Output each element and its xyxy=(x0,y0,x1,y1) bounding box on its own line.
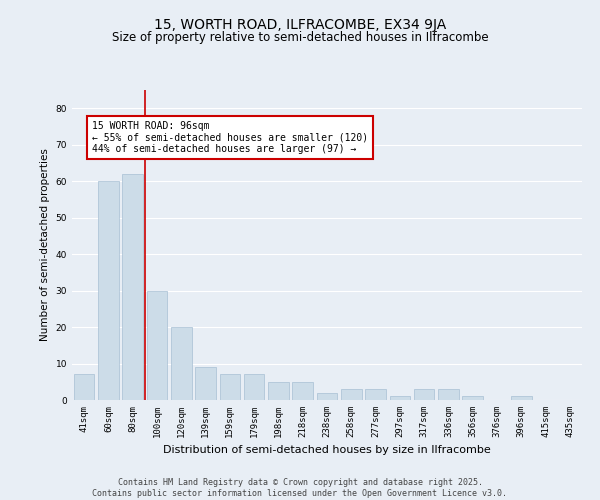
Text: Contains HM Land Registry data © Crown copyright and database right 2025.
Contai: Contains HM Land Registry data © Crown c… xyxy=(92,478,508,498)
Bar xyxy=(146,290,167,400)
Bar xyxy=(341,389,362,400)
Bar xyxy=(438,389,459,400)
Bar xyxy=(414,389,434,400)
Bar xyxy=(317,392,337,400)
Bar xyxy=(292,382,313,400)
Bar xyxy=(511,396,532,400)
Bar xyxy=(463,396,483,400)
Bar xyxy=(220,374,240,400)
Text: 15, WORTH ROAD, ILFRACOMBE, EX34 9JA: 15, WORTH ROAD, ILFRACOMBE, EX34 9JA xyxy=(154,18,446,32)
Bar xyxy=(122,174,143,400)
Bar xyxy=(244,374,265,400)
Bar xyxy=(98,181,119,400)
Bar xyxy=(74,374,94,400)
Bar xyxy=(268,382,289,400)
Bar xyxy=(171,327,191,400)
Bar xyxy=(365,389,386,400)
Bar xyxy=(389,396,410,400)
Text: Size of property relative to semi-detached houses in Ilfracombe: Size of property relative to semi-detach… xyxy=(112,31,488,44)
Text: 15 WORTH ROAD: 96sqm
← 55% of semi-detached houses are smaller (120)
44% of semi: 15 WORTH ROAD: 96sqm ← 55% of semi-detac… xyxy=(92,121,368,154)
Y-axis label: Number of semi-detached properties: Number of semi-detached properties xyxy=(40,148,50,342)
X-axis label: Distribution of semi-detached houses by size in Ilfracombe: Distribution of semi-detached houses by … xyxy=(163,446,491,456)
Bar xyxy=(195,367,216,400)
